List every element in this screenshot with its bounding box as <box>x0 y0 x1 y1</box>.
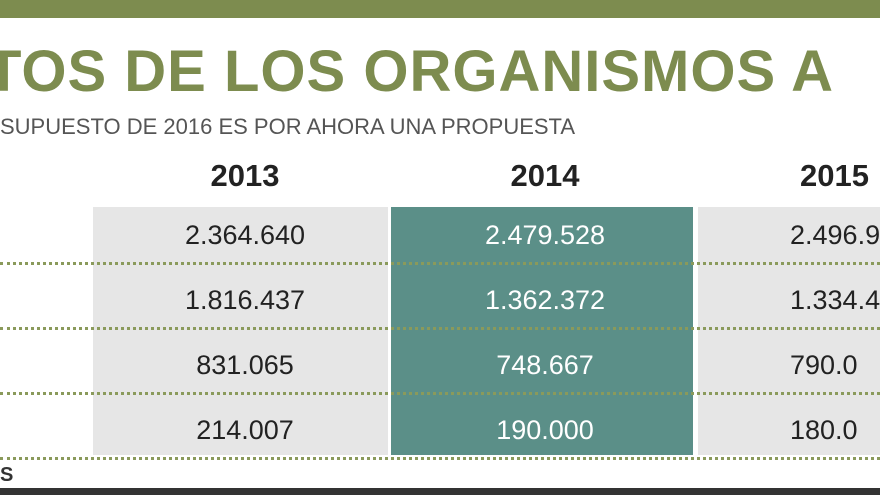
table-cell: 214.007 <box>196 415 294 445</box>
row-rule <box>0 457 880 460</box>
table-cell: 1.362.372 <box>484 285 606 315</box>
table-cell: 180.0 <box>790 415 858 445</box>
table-cell: 790.0 <box>790 350 858 380</box>
subtitle: SUPUESTO DE 2016 ES POR AHORA UNA PROPUE… <box>0 114 576 139</box>
row-rule <box>0 392 880 395</box>
table-cell: 2.479.528 <box>484 220 606 250</box>
column-header: 2014 <box>510 158 580 193</box>
table-cell: 831.065 <box>196 350 294 380</box>
column-header: 2015 <box>800 158 869 193</box>
source: S <box>0 464 14 486</box>
top-bar <box>0 0 880 18</box>
title: TOS DE LOS ORGANISMOS A <box>0 39 834 104</box>
table-cell: 2.364.640 <box>184 220 306 250</box>
column-bg <box>698 207 880 455</box>
bottom-bar <box>0 488 880 495</box>
table-cell: 1.816.437 <box>184 285 306 315</box>
table-cell: 190.000 <box>496 415 594 445</box>
table-cell: 748.667 <box>496 350 594 380</box>
column-bg <box>93 207 388 455</box>
column-header: 2013 <box>210 158 280 193</box>
row-rule <box>0 262 880 265</box>
table-cell: 1.334.4 <box>790 285 880 315</box>
row-rule <box>0 327 880 330</box>
column-bg-highlight <box>391 207 693 455</box>
table-cell: 2.496.9 <box>790 220 880 250</box>
